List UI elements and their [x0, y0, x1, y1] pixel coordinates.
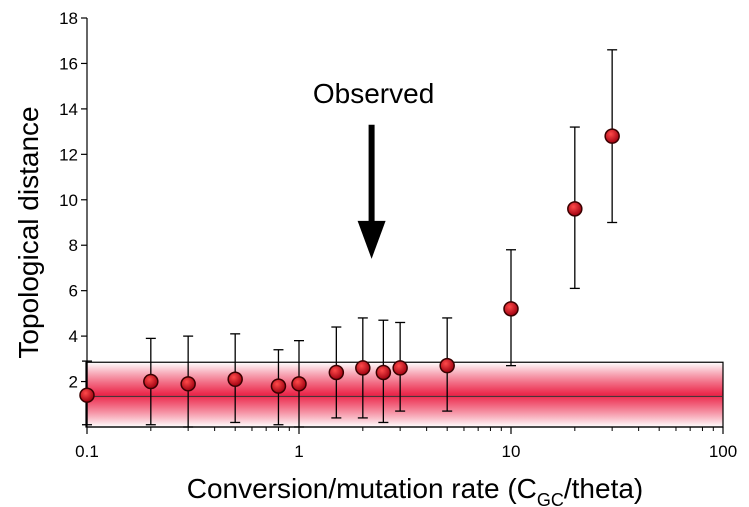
data-point: [375, 364, 392, 381]
y-tick-label: 6: [69, 282, 78, 301]
y-axis-title: Topological distance: [13, 106, 44, 358]
data-point: [439, 357, 455, 374]
y-tick-label: 4: [69, 327, 78, 346]
data-point: [392, 360, 408, 376]
observed-arrow-head: [357, 220, 386, 259]
x-tick-label: 0.1: [75, 442, 99, 461]
data-point: [604, 128, 620, 144]
y-tick-label: 2: [69, 373, 78, 392]
data-point: [143, 373, 159, 390]
y-tick-label: 14: [59, 100, 78, 119]
y-tick-label: 12: [59, 145, 78, 164]
data-point: [227, 371, 243, 388]
x-tick-label: 10: [502, 442, 521, 461]
y-tick-label: 8: [69, 236, 78, 255]
data-point: [291, 376, 307, 392]
y-tick-label: 16: [59, 54, 78, 73]
y-tick-label: 10: [59, 191, 78, 210]
data-point: [503, 301, 519, 317]
data-point: [79, 387, 95, 403]
x-tick-label: 1: [294, 442, 303, 461]
data-point: [355, 360, 371, 376]
data-point: [328, 364, 345, 381]
data-point: [567, 201, 583, 217]
observed-label: Observed: [313, 78, 434, 109]
data-point: [180, 376, 196, 392]
y-tick-label: 18: [59, 9, 78, 28]
data-point: [270, 378, 287, 394]
x-tick-label: 100: [709, 442, 737, 461]
x-axis-title: Conversion/mutation rate (CGC/theta): [187, 473, 644, 507]
